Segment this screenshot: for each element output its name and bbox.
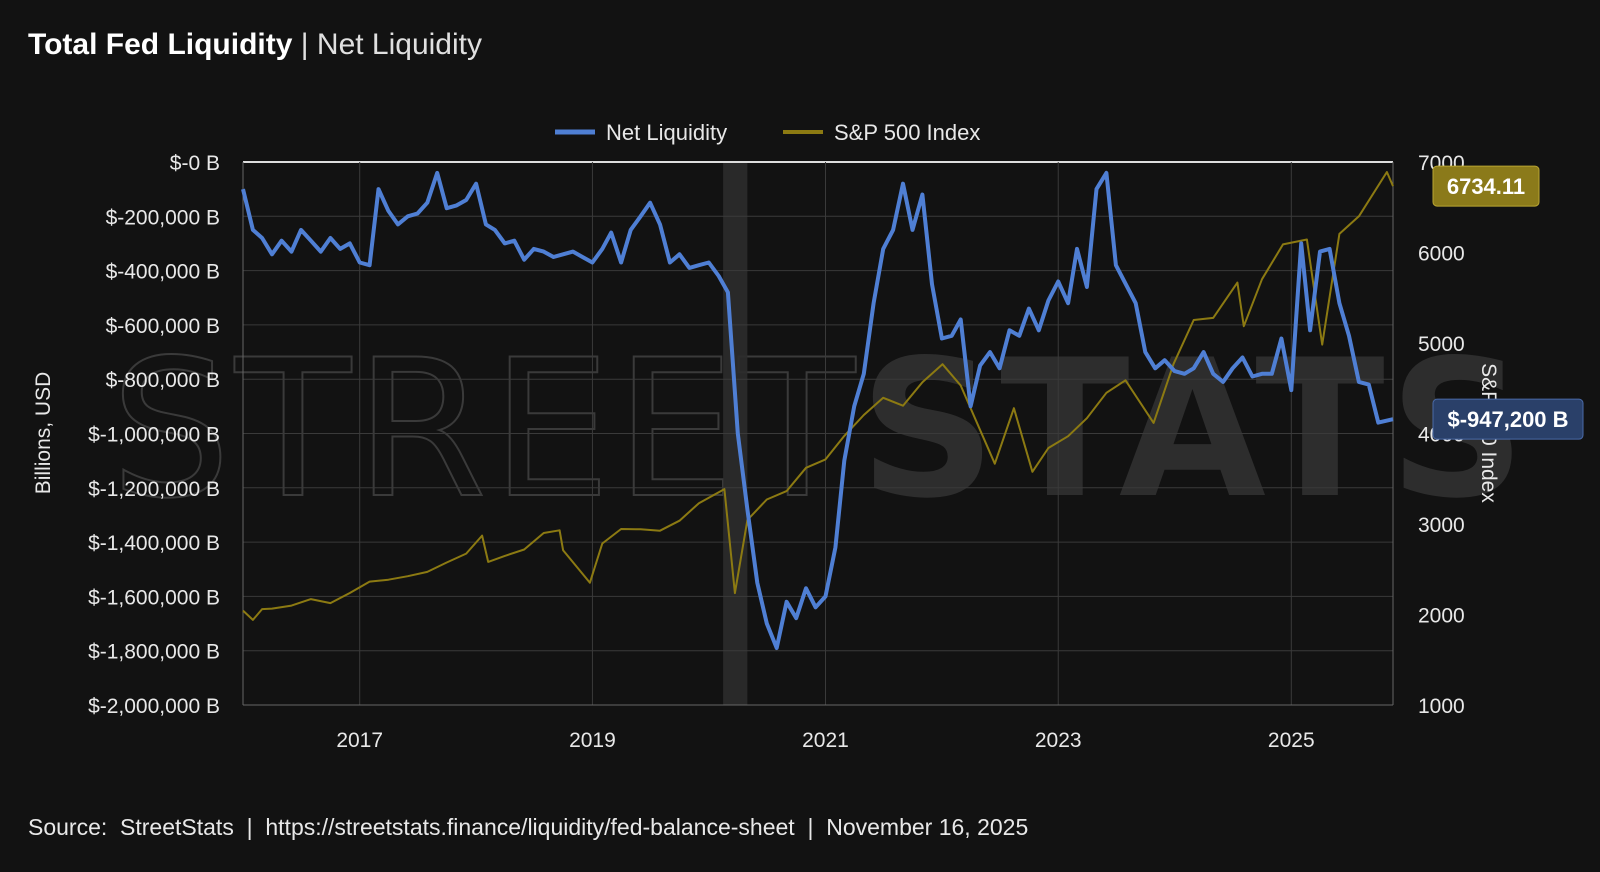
y-right-tick-label: 5000 xyxy=(1418,333,1465,356)
net-liquidity-last-value: $-947,200 B xyxy=(1447,407,1568,432)
footer-source-label: Source: xyxy=(28,814,108,840)
y-left-tick-label: $-800,000 B xyxy=(106,369,220,392)
footer: Source: StreetStats | https://streetstat… xyxy=(28,814,1029,840)
watermark: STREETSTATS xyxy=(110,319,1529,540)
legend-label-sp500: S&P 500 Index xyxy=(834,120,980,145)
legend-label-net-liquidity: Net Liquidity xyxy=(606,120,727,145)
x-tick-label: 2025 xyxy=(1268,729,1315,752)
y-right-tick-label: 1000 xyxy=(1418,695,1465,718)
sp500-last-value: 6734.11 xyxy=(1447,174,1525,199)
y-right-tick-label: 2000 xyxy=(1418,605,1465,628)
y-left-tick-label: $-1,400,000 B xyxy=(88,532,220,555)
sp500-last-value-badge xyxy=(1432,165,1540,207)
y-left-tick-label: $-400,000 B xyxy=(106,261,220,284)
y-right-tick-label: 3000 xyxy=(1418,514,1465,537)
y-left-tick-label: $-1,200,000 B xyxy=(88,478,220,501)
x-tick-label: 2023 xyxy=(1035,729,1082,752)
x-tick-label: 2021 xyxy=(802,729,849,752)
x-tick-label: 2019 xyxy=(569,729,616,752)
y-left-axis-label: Billions, USD xyxy=(32,372,55,495)
footer-url[interactable]: https://streetstats.finance/liquidity/fe… xyxy=(265,814,795,840)
footer-date: November 16, 2025 xyxy=(826,814,1029,840)
y-left-tick-label: $-1,600,000 B xyxy=(88,586,220,609)
x-tick-label: 2017 xyxy=(336,729,383,752)
y-left-tick-label: $-0 B xyxy=(170,152,220,175)
watermark-stats: STATS xyxy=(859,319,1529,540)
sp500-line xyxy=(242,171,1394,621)
title-main: Total Fed Liquidity xyxy=(28,28,293,61)
y-right-tick-label: 6000 xyxy=(1418,243,1465,266)
title-subtitle: Net Liquidity xyxy=(316,28,482,61)
y-left-tick-label: $-2,000,000 B xyxy=(88,695,220,718)
title-separator: | xyxy=(300,28,309,61)
net-liquidity-line xyxy=(241,170,1394,650)
y-left-tick-label: $-1,000,000 B xyxy=(88,424,220,447)
y-left-tick-label: $-600,000 B xyxy=(106,315,220,338)
chart-title: Total Fed Liquidity | Net Liquidity xyxy=(28,28,482,62)
y-left-tick-label: $-1,800,000 B xyxy=(88,641,220,664)
y-left-tick-label: $-200,000 B xyxy=(106,206,220,229)
net-liquidity-last-value-badge xyxy=(1432,398,1584,440)
footer-source-name: StreetStats xyxy=(120,814,234,840)
